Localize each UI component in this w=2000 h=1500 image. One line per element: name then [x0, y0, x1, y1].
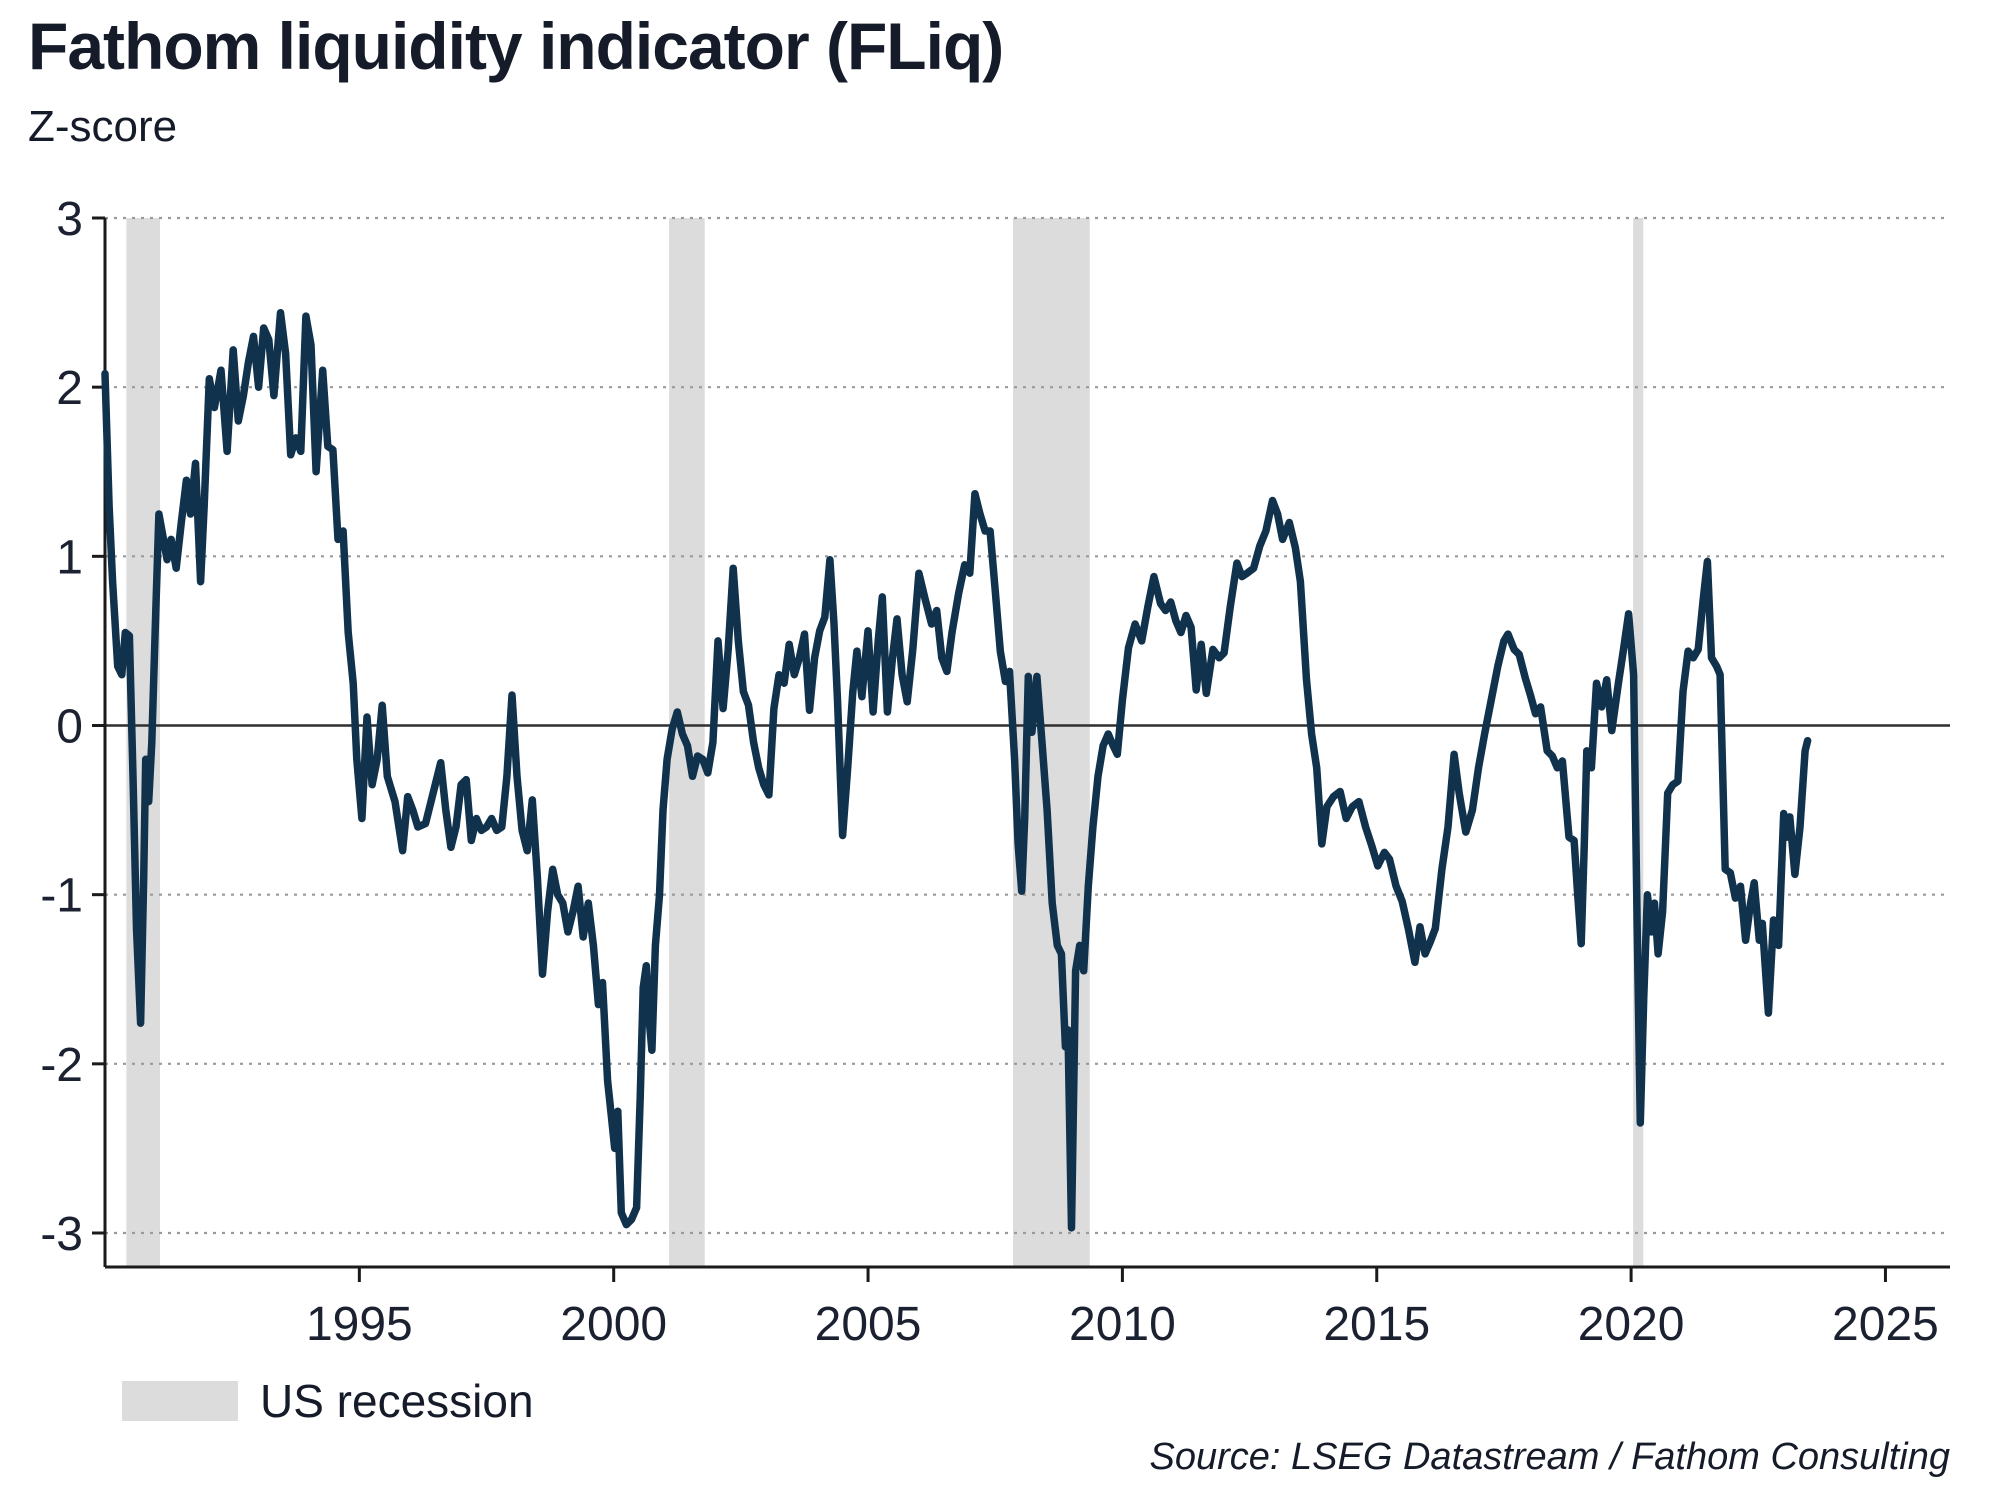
x-tick-label: 2005: [815, 1298, 922, 1351]
recession-legend-label: US recession: [260, 1375, 534, 1427]
x-axis: 1995 2000 2005 2010 2015 2020 2025: [105, 1265, 1950, 1351]
y-tick-label: 3: [56, 193, 83, 246]
x-tick-label: 2010: [1069, 1298, 1176, 1351]
chart-title: Fathom liquidity indicator (FLiq): [28, 9, 1004, 83]
source-attribution: Source: LSEG Datastream / Fathom Consult…: [1149, 1436, 1950, 1478]
y-tick-label: -2: [40, 1039, 83, 1092]
x-tick-label: 2000: [560, 1298, 667, 1351]
recession-legend-swatch: [122, 1381, 238, 1421]
y-tick-label: 2: [56, 362, 83, 415]
x-tick-label: 1995: [306, 1298, 413, 1351]
x-tick-label: 2025: [1832, 1298, 1939, 1351]
y-tick-label: 0: [56, 701, 83, 754]
x-tick-label: 2020: [1578, 1298, 1685, 1351]
fliq-line: [101, 308, 1812, 1232]
x-tick-label: 2015: [1323, 1298, 1430, 1351]
y-tick-label: -3: [40, 1208, 83, 1261]
y-axis-unit-label: Z-score: [28, 102, 178, 151]
y-tick-label: 1: [56, 531, 83, 584]
legend: US recession: [122, 1375, 534, 1427]
y-tick-label: -1: [40, 870, 83, 923]
series: [101, 308, 1812, 1232]
y-axis: 3 2 1 0 -1 -2 -3: [40, 193, 107, 1267]
